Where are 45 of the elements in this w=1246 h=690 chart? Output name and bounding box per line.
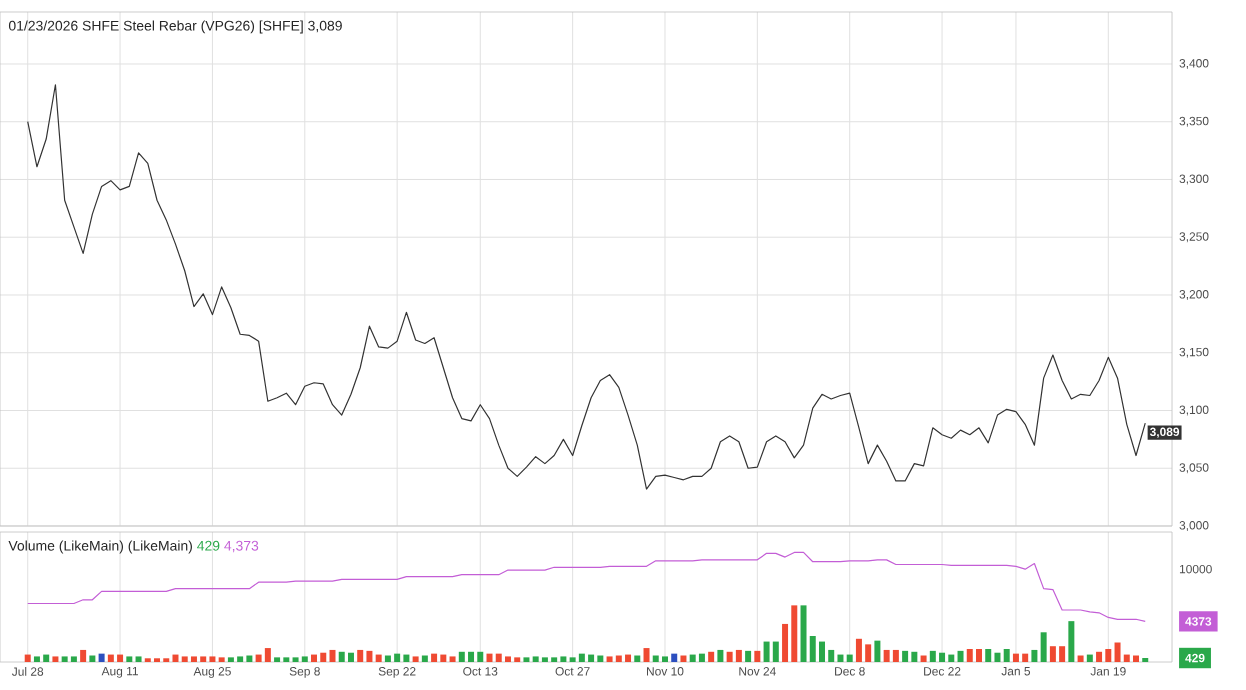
bar (375, 654, 382, 662)
bar (892, 649, 899, 662)
bar (717, 649, 724, 662)
bar (449, 656, 456, 662)
bar (412, 656, 419, 662)
bar (126, 656, 133, 662)
bar (357, 649, 364, 662)
bar (1003, 649, 1010, 662)
bar (1040, 632, 1047, 662)
bar (431, 653, 438, 662)
bar (1086, 654, 1093, 662)
bar (985, 649, 992, 662)
bar (70, 656, 77, 662)
bar (680, 655, 687, 662)
bar (957, 650, 964, 662)
bar (874, 640, 881, 662)
bar (902, 650, 909, 662)
bar (89, 655, 96, 662)
bar (80, 649, 87, 662)
bar (98, 653, 105, 662)
bar (745, 650, 752, 662)
bar (135, 656, 142, 662)
bar (1068, 621, 1075, 662)
bar (52, 656, 59, 662)
bar (661, 656, 668, 662)
bar (1096, 651, 1103, 662)
bar (301, 656, 308, 662)
bar (735, 649, 742, 662)
bar (708, 651, 715, 662)
bar (772, 641, 779, 662)
bar (920, 655, 927, 662)
bar (24, 654, 31, 662)
bar (634, 655, 641, 662)
bar (421, 655, 428, 662)
bar (846, 654, 853, 662)
bar (754, 650, 761, 662)
bar (671, 653, 678, 662)
bar (698, 653, 705, 662)
bar (311, 654, 318, 662)
bar (975, 649, 982, 662)
bar (264, 648, 271, 662)
bar (1077, 655, 1084, 662)
bar (643, 648, 650, 662)
bar (347, 652, 354, 662)
bar (1031, 649, 1038, 662)
